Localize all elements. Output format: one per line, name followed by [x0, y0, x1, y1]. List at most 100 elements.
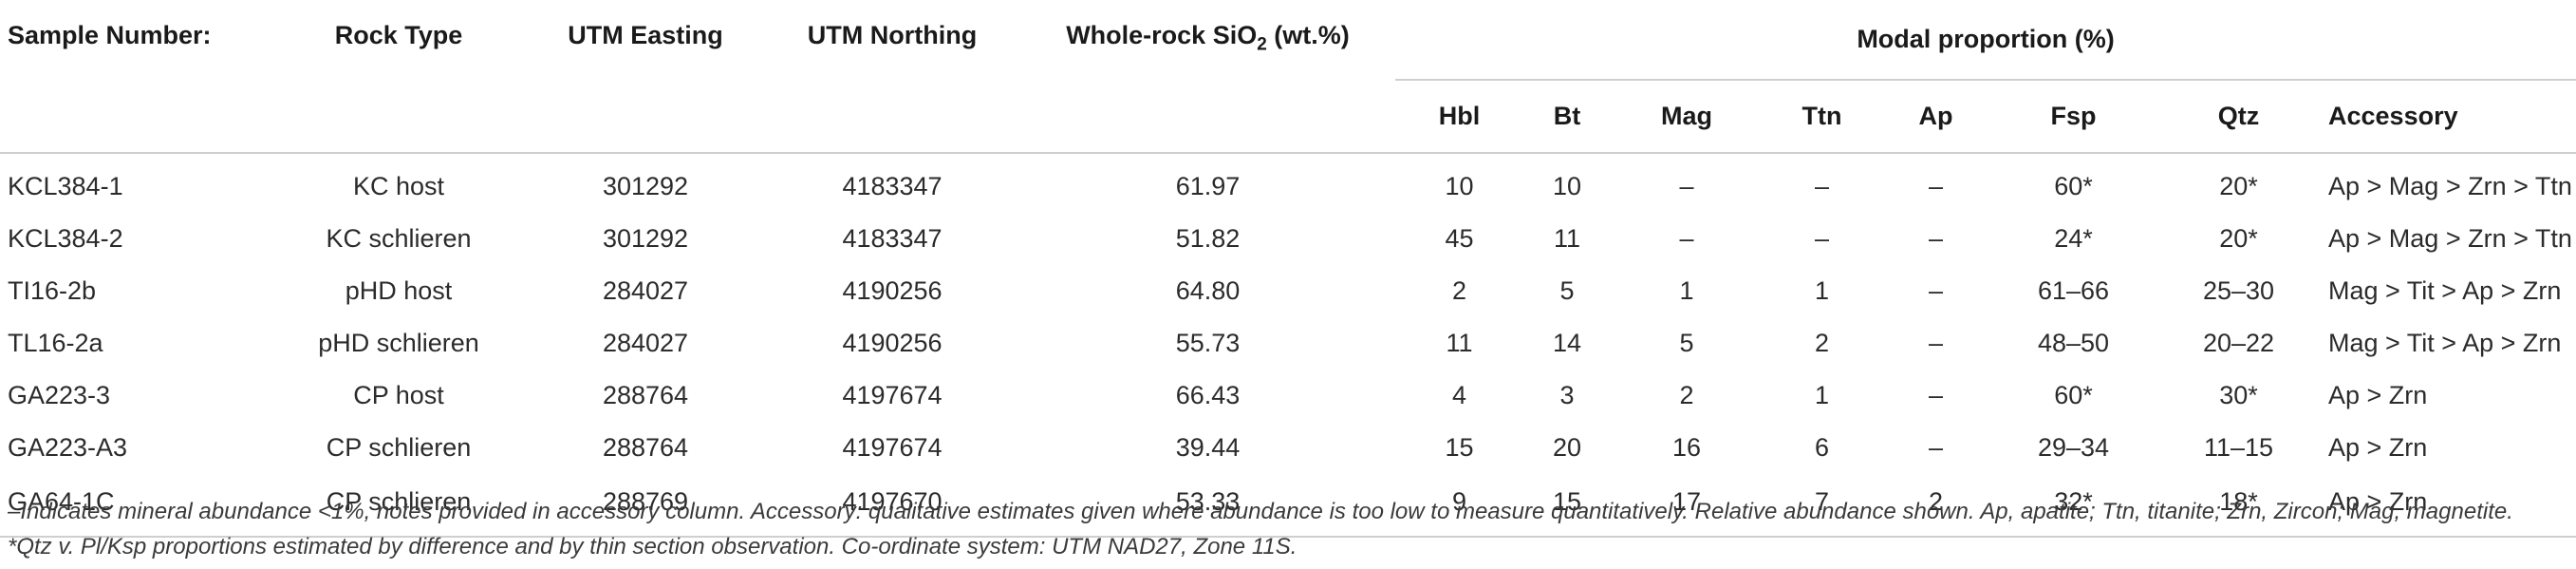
cell-qtz: 11–15: [2203, 433, 2274, 462]
cell-utm-northing: 4190256: [842, 276, 943, 305]
col-header-accessory: Accessory: [2328, 102, 2458, 130]
table-row: GA64-1C CP schlieren 288769 4197670 53.3…: [0, 474, 2576, 537]
col-header-rock-type: Rock Type: [334, 21, 463, 49]
table-row: GA223-A3 CP schlieren 288764 4197674 39.…: [0, 422, 2576, 474]
sio2-label: Whole-rock SiO: [1066, 21, 1258, 49]
col-header-qtz: Qtz: [2217, 102, 2260, 130]
cell-ttn: 1: [1814, 381, 1830, 409]
cell-rock-type: pHD schlieren: [318, 329, 479, 357]
cell-accessory: Mag > Tit > Ap > Zrn: [2328, 329, 2562, 357]
col-header-sample: Sample Number:: [8, 21, 212, 49]
cell-utm-easting: 288764: [602, 381, 689, 409]
cell-sio2: 53.33: [1175, 487, 1241, 516]
cell-bt: 11: [1553, 224, 1581, 253]
cell-hbl: 2: [1451, 276, 1467, 305]
cell-sample: KCL384-1: [8, 171, 123, 200]
cell-mag: 16: [1671, 433, 1702, 462]
cell-sample: KCL384-2: [8, 224, 123, 253]
cell-utm-easting: 301292: [602, 224, 689, 253]
cell-fsp: 29–34: [2037, 433, 2110, 462]
cell-utm-easting: 288769: [602, 487, 689, 516]
col-group-modal-proportion: Modal proportion (%): [1395, 0, 2576, 81]
cell-fsp: 48–50: [2037, 329, 2110, 357]
cell-qtz: 20–22: [2202, 329, 2275, 357]
cell-sio2: 64.80: [1175, 276, 1241, 305]
cell-accessory: Ap > Zrn: [2328, 381, 2428, 409]
cell-utm-northing: 4197674: [842, 433, 943, 462]
table-row: TI16-2b pHD host 284027 4190256 64.80 2 …: [0, 265, 2576, 317]
cell-qtz: 18*: [2219, 487, 2258, 516]
cell-fsp: 32*: [2054, 487, 2093, 516]
sio2-subscript: 2: [1257, 34, 1267, 55]
cell-hbl: 45: [1445, 224, 1474, 253]
cell-utm-northing: 4197674: [842, 381, 943, 409]
cell-hbl: 4: [1451, 381, 1467, 409]
cell-ap: –: [1928, 433, 1944, 462]
cell-sample: TI16-2b: [8, 276, 97, 305]
cell-sio2: 55.73: [1175, 329, 1241, 357]
cell-fsp: 61–66: [2037, 276, 2110, 305]
cell-hbl: 10: [1445, 171, 1474, 200]
cell-fsp: 60*: [2054, 381, 2093, 409]
cell-qtz: 25–30: [2202, 276, 2275, 305]
cell-sample: GA64-1C: [8, 487, 115, 516]
cell-bt: 5: [1559, 276, 1575, 305]
cell-ap: –: [1928, 381, 1944, 409]
cell-mag: 1: [1679, 276, 1694, 305]
cell-accessory: Ap > Mag > Zrn > Ttn: [2328, 224, 2572, 253]
table-footnote: –Indicates mineral abundance <1%, notes …: [8, 499, 2513, 560]
cell-ap: –: [1928, 224, 1944, 253]
cell-sio2: 51.82: [1175, 224, 1241, 253]
cell-qtz: 20*: [2219, 171, 2258, 200]
col-header-ap: Ap: [1918, 102, 1953, 130]
cell-sample: GA223-3: [8, 381, 111, 409]
cell-utm-northing: 4183347: [842, 224, 943, 253]
header-row-main: Sample Number: Rock Type UTM Easting UTM…: [0, 0, 2576, 81]
col-header-ttn: Ttn: [1801, 102, 1842, 130]
cell-qtz: 20*: [2219, 224, 2258, 253]
cell-rock-type: CP schlieren: [326, 487, 472, 516]
cell-rock-type: KC host: [352, 171, 445, 200]
cell-rock-type: KC schlieren: [326, 224, 472, 253]
cell-fsp: 60*: [2054, 171, 2093, 200]
cell-accessory: Mag > Tit > Ap > Zrn: [2328, 276, 2562, 305]
cell-ap: –: [1928, 329, 1944, 357]
cell-bt: 15: [1552, 487, 1582, 516]
cell-ttn: 7: [1814, 487, 1830, 516]
cell-utm-easting: 288764: [602, 433, 689, 462]
table-row: GA223-3 CP host 288764 4197674 66.43 4 3…: [0, 370, 2576, 422]
cell-sio2: 61.97: [1175, 171, 1241, 200]
cell-mag: –: [1679, 224, 1694, 253]
cell-ttn: 1: [1814, 276, 1830, 305]
cell-utm-northing: 4183347: [842, 171, 943, 200]
cell-bt: 20: [1552, 433, 1582, 462]
cell-bt: 3: [1559, 381, 1575, 409]
cell-sample: GA223-A3: [8, 433, 128, 462]
cell-mag: 5: [1679, 329, 1694, 357]
col-header-fsp: Fsp: [2050, 102, 2097, 130]
mineralogy-table: Sample Number: Rock Type UTM Easting UTM…: [0, 0, 2576, 537]
cell-ttn: –: [1814, 224, 1830, 253]
cell-qtz: 30*: [2219, 381, 2258, 409]
cell-utm-northing: 4190256: [842, 329, 943, 357]
col-header-mag: Mag: [1661, 102, 1712, 130]
cell-fsp: 24*: [2054, 224, 2093, 253]
cell-rock-type: CP schlieren: [326, 433, 472, 462]
table-row: KCL384-1 KC host 301292 4183347 61.97 10…: [0, 153, 2576, 213]
col-header-bt: Bt: [1553, 102, 1581, 130]
cell-ttn: 6: [1814, 433, 1830, 462]
cell-ap: –: [1928, 171, 1944, 200]
cell-accessory: Ap > Mag > Zrn > Ttn: [2328, 171, 2572, 200]
cell-sio2: 66.43: [1175, 381, 1241, 409]
cell-rock-type: pHD host: [345, 276, 453, 305]
cell-utm-easting: 284027: [602, 276, 689, 305]
cell-utm-easting: 284027: [602, 329, 689, 357]
table-row: KCL384-2 KC schlieren 301292 4183347 51.…: [0, 213, 2576, 265]
table-row: TL16-2a pHD schlieren 284027 4190256 55.…: [0, 317, 2576, 370]
cell-bt: 10: [1552, 171, 1582, 200]
cell-hbl: 11: [1446, 329, 1473, 357]
cell-accessory: Ap > Zrn: [2328, 433, 2428, 462]
sio2-unit: (wt.%): [1266, 21, 1350, 49]
cell-rock-type: CP host: [353, 381, 444, 409]
cell-accessory: Ap > Zrn: [2328, 487, 2428, 516]
